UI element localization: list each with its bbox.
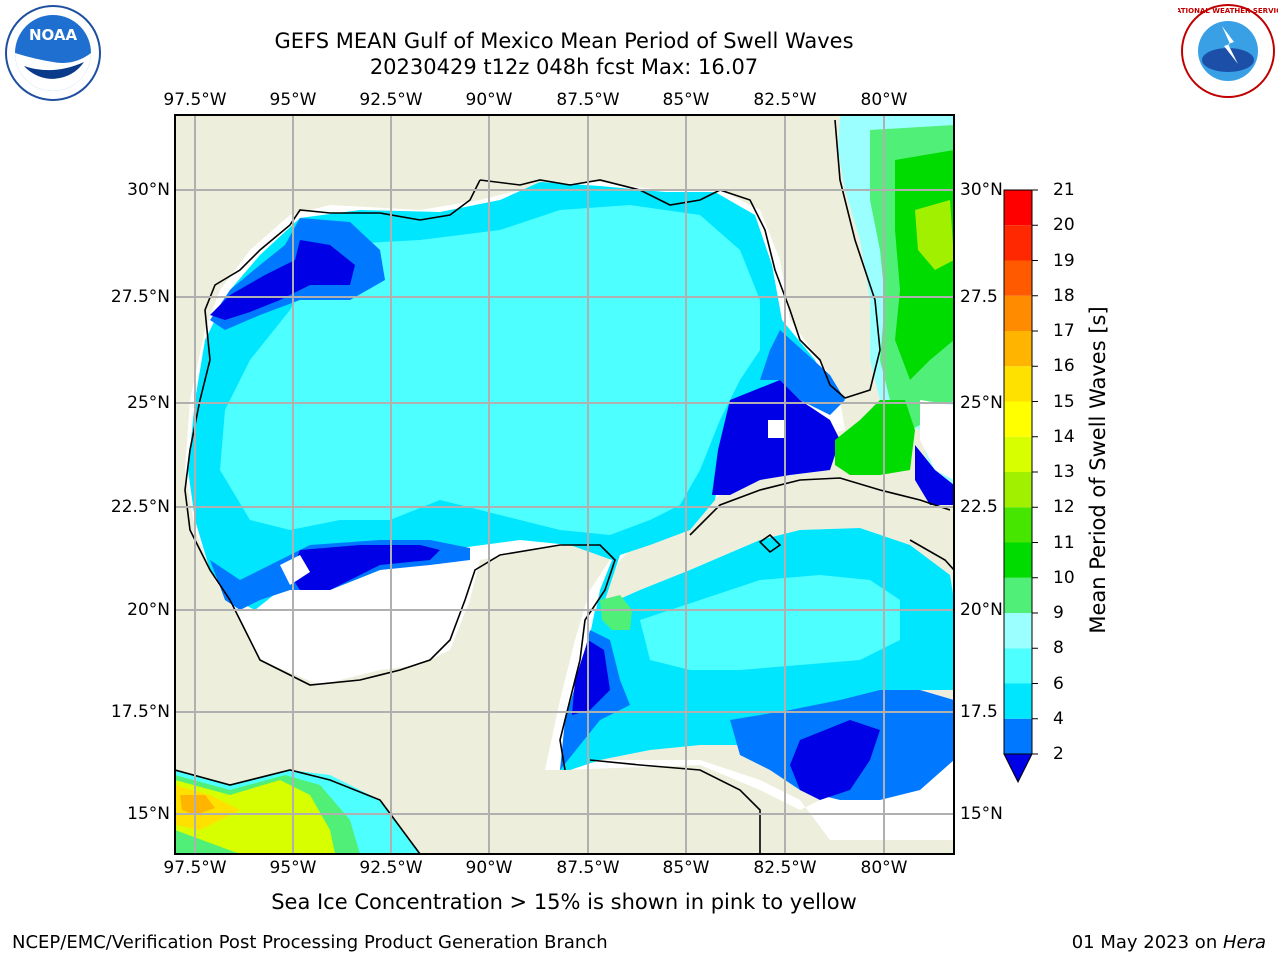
caribbean-green-patch <box>600 595 632 630</box>
pacific-swell-16-17s <box>180 795 215 815</box>
atlantic-swell-12-13s <box>915 200 954 270</box>
colorbar-band <box>1004 613 1032 649</box>
noaa-logo: NOAA <box>5 5 101 101</box>
colorbar-extend-triangle <box>1003 753 1033 784</box>
colorbar-band <box>1004 577 1032 613</box>
colorbar-band <box>1004 331 1032 367</box>
colorbar <box>1003 189 1038 784</box>
footer-credit: NCEP/EMC/Verification Post Processing Pr… <box>12 932 608 953</box>
swell-field-2s-north <box>210 240 355 320</box>
colorbar-band <box>1004 507 1032 543</box>
colorbar-tick-label: 16 <box>1053 356 1075 377</box>
lat-label-left: 17.5°N <box>110 702 170 722</box>
lon-label-top: 90°W <box>465 90 513 110</box>
atlantic-missing <box>920 400 954 480</box>
colorbar-band <box>1004 436 1032 472</box>
lat-label-right: 15°N <box>960 804 1003 824</box>
graticule <box>175 115 954 854</box>
lat-label-left: 27.5°N <box>110 287 170 307</box>
lon-label-bottom: 97.5°W <box>163 858 227 878</box>
colorbar-band <box>1004 718 1032 754</box>
colorbar-band <box>1004 683 1032 719</box>
nws-logo-text: NATIONAL WEATHER SERVICE <box>1178 7 1278 15</box>
footer-date: 01 May 2023 on Hera <box>1072 932 1266 953</box>
atlantic-dark-blue <box>915 445 954 505</box>
lon-label-top: 82.5°W <box>753 90 817 110</box>
caribbean-missing <box>560 690 954 840</box>
colorbar-band <box>1004 190 1032 226</box>
colorbar-tick-label: 13 <box>1053 462 1075 482</box>
lon-label-top: 92.5°W <box>359 90 423 110</box>
lon-label-bottom: 85°W <box>662 858 710 878</box>
lon-label-top: 97.5°W <box>163 90 227 110</box>
lat-label-right: 27.5 <box>960 287 998 307</box>
lat-label-left: 15°N <box>127 804 170 824</box>
colorbar-band <box>1004 295 1032 331</box>
colorbar-band <box>1004 260 1032 296</box>
colorbar-tick-label: 18 <box>1053 285 1075 306</box>
colorbar-tick-label: 12 <box>1053 497 1075 518</box>
lon-label-top: 80°W <box>860 90 908 110</box>
swell-field-2-4s-straits <box>760 330 845 415</box>
lon-label-bottom: 87.5°W <box>556 858 620 878</box>
colorbar-tick-label: 8 <box>1053 638 1064 659</box>
missing-pocket <box>280 555 310 585</box>
footer-date-text: 01 May 2023 on <box>1071 932 1223 953</box>
lat-label-right: 25°N <box>960 393 1003 413</box>
colorbar-tick-label: 6 <box>1053 673 1064 694</box>
caribbean-swell-2s-west <box>572 640 610 715</box>
straits-green-field <box>835 400 915 475</box>
lat-label-right: 17.5 <box>960 702 998 722</box>
atlantic-swell-10-11s <box>895 150 954 380</box>
colorbar-band <box>1004 472 1032 508</box>
lon-label-top: 87.5°W <box>556 90 620 110</box>
map-title: GEFS MEAN Gulf of Mexico Mean Period of … <box>274 29 854 53</box>
map-subtitle: 20230429 t12z 048h fcst Max: 16.07 <box>369 55 759 79</box>
lon-label-top: 85°W <box>662 90 710 110</box>
colorbar-band <box>1004 542 1032 578</box>
lat-label-left: 22.5°N <box>110 497 170 517</box>
colorbar-band <box>1004 648 1032 684</box>
colorbar-tick-label: 15 <box>1053 391 1075 412</box>
lat-label-right: 30°N <box>960 180 1003 200</box>
colorbar-tick-label: 14 <box>1053 426 1075 447</box>
colorbar-tick-label: 19 <box>1053 250 1075 271</box>
colorbar-band <box>1004 366 1032 402</box>
lon-label-top: 95°W <box>269 90 317 110</box>
lon-label-bottom: 95°W <box>269 858 317 878</box>
map-frame <box>174 114 955 855</box>
colorbar-tick-label: 17 <box>1053 321 1075 341</box>
lat-label-left: 20°N <box>127 600 170 620</box>
colorbar-label: Mean Period of Swell Waves [s] <box>1086 306 1110 634</box>
lon-label-bottom: 92.5°W <box>359 858 423 878</box>
lon-label-bottom: 90°W <box>465 858 513 878</box>
footer-host: Hera <box>1222 932 1266 953</box>
colorbar-tick-label: 11 <box>1053 532 1075 553</box>
colorbar-band <box>1004 401 1032 437</box>
lat-label-right: 22.5 <box>960 497 998 517</box>
coastlines <box>175 119 954 854</box>
sea-ice-note: Sea Ice Concentration > 15% is shown in … <box>271 890 857 914</box>
colorbar-tick-label: 10 <box>1053 567 1075 588</box>
caribbean-swell-2s-south <box>790 720 880 800</box>
lat-label-left: 25°N <box>127 393 170 413</box>
lon-label-bottom: 80°W <box>860 858 908 878</box>
colorbar-tick-label: 4 <box>1053 708 1064 729</box>
colorbar-tick-label: 9 <box>1053 603 1064 623</box>
colorbar-tick-label: 21 <box>1053 180 1075 200</box>
lat-label-right: 20°N <box>960 600 1003 620</box>
lat-label-left: 30°N <box>127 180 170 200</box>
lon-label-bottom: 82.5°W <box>753 858 817 878</box>
colorbar-tick-label: 20 <box>1053 215 1075 236</box>
colorbar-band <box>1004 225 1032 261</box>
caribbean-swell-6-8s <box>640 575 900 670</box>
noaa-logo-text: NOAA <box>29 26 78 44</box>
colorbar-tick-label: 2 <box>1053 744 1064 764</box>
missing-pocket-keys <box>768 420 784 438</box>
swell-field-2s-south <box>290 545 440 590</box>
nws-logo: NATIONAL WEATHER SERVICE <box>1178 4 1278 98</box>
